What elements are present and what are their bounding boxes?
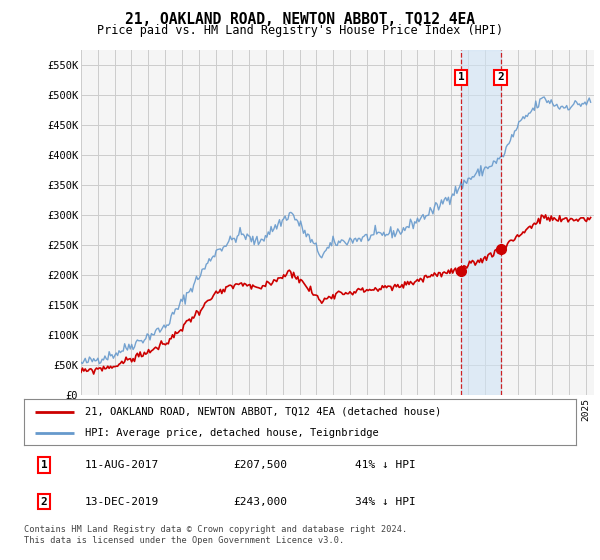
Text: 34% ↓ HPI: 34% ↓ HPI (355, 497, 416, 507)
Text: 13-DEC-2019: 13-DEC-2019 (85, 497, 159, 507)
Text: 1: 1 (41, 460, 47, 470)
Text: 41% ↓ HPI: 41% ↓ HPI (355, 460, 416, 470)
Text: 1: 1 (458, 72, 464, 82)
Text: 2: 2 (41, 497, 47, 507)
Text: 11-AUG-2017: 11-AUG-2017 (85, 460, 159, 470)
Text: 21, OAKLAND ROAD, NEWTON ABBOT, TQ12 4EA: 21, OAKLAND ROAD, NEWTON ABBOT, TQ12 4EA (125, 12, 475, 27)
Text: 21, OAKLAND ROAD, NEWTON ABBOT, TQ12 4EA (detached house): 21, OAKLAND ROAD, NEWTON ABBOT, TQ12 4EA… (85, 407, 441, 417)
Text: Price paid vs. HM Land Registry's House Price Index (HPI): Price paid vs. HM Land Registry's House … (97, 24, 503, 36)
Text: Contains HM Land Registry data © Crown copyright and database right 2024.
This d: Contains HM Land Registry data © Crown c… (24, 525, 407, 545)
Text: HPI: Average price, detached house, Teignbridge: HPI: Average price, detached house, Teig… (85, 428, 379, 438)
Text: 2: 2 (497, 72, 504, 82)
Text: £243,000: £243,000 (234, 497, 288, 507)
Bar (461, 50, 500, 395)
Text: £207,500: £207,500 (234, 460, 288, 470)
